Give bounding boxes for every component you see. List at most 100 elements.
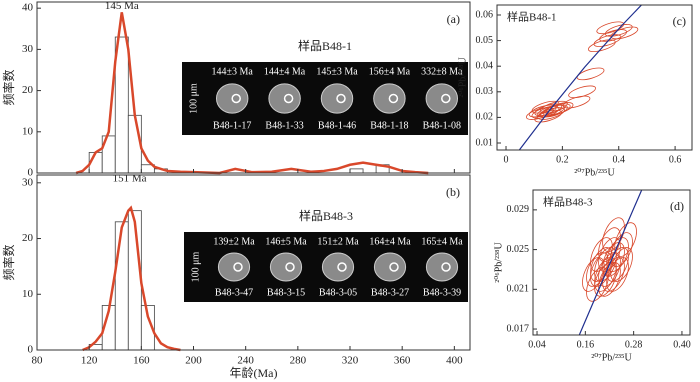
y-axis-label: ²⁰⁶Pb/²³⁸U [493,241,504,282]
grain-age: 144±4 Ma [264,66,306,77]
sample-title: 样品B48-1 [298,38,352,53]
y-tick-label: 0 [28,344,34,356]
analysis-spot [389,262,399,272]
x-tick-label: 0.28 [625,339,643,350]
error-ellipse [598,227,621,262]
grain-id: B48-3-05 [319,287,357,298]
panel-label: (a) [447,12,460,26]
error-ellipse [531,100,560,114]
x-tick-label: 0 [504,154,509,165]
sample-title: 样品B48-3 [543,195,593,209]
y-tick-label: 10 [22,288,34,300]
error-ellipse [586,267,609,302]
y-tick-label: 0.017 [507,323,530,334]
error-ellipse [562,95,591,109]
error-ellipse [610,247,633,282]
concordia-curve [578,190,643,335]
plot-area [518,5,643,150]
grain-id: B48-3-15 [267,287,305,298]
frame [36,174,471,351]
analysis-spot [285,262,295,272]
bar [114,221,129,351]
analysis-spot [441,262,451,272]
error-ellipse [587,39,616,52]
y-tick-label: 0.02 [476,112,494,123]
error-ellipse [590,237,613,272]
y-tick-label: 0.021 [507,284,530,295]
error-ellipse [596,21,625,35]
error-ellipse [602,242,625,277]
error-ellipse [576,67,605,81]
y-tick-label: 0.05 [476,35,494,46]
analysis-spot [388,93,399,104]
error-ellipse [604,24,633,37]
grain-age: 144±3 Ma [212,66,254,77]
y-axis-label: ²⁰⁶Pb/²³⁸U [457,56,468,97]
y-tick-label: 30 [22,176,34,188]
x-tick-label: 400 [446,355,463,367]
panel-label: (b) [446,185,460,199]
y-tick-label: 30 [22,43,34,55]
grain-id: B48-3-39 [423,287,461,298]
analysis-spot [231,93,241,104]
x-tick-label: 160 [133,355,150,367]
grain-age: 151±2 Ma [317,236,359,247]
y-tick-label: 0.06 [476,9,494,20]
plot-area [578,190,643,335]
panel-label: (c) [673,14,686,28]
y-tick-label: 0.029 [507,204,530,215]
frame [36,1,471,174]
analysis-spot [441,93,451,104]
y-axis-label: 频率数 [1,244,16,280]
grain-id: B48-1-33 [265,120,303,131]
x-axis-label: ²⁰⁷Pb/²³⁵U [574,167,615,178]
grain-age: 332±8 Ma [421,66,463,77]
scale-label: 100 μm [190,251,201,282]
x-tick-label: 240 [237,355,254,367]
y-tick-label: 40 [22,2,34,14]
error-ellipse [606,257,629,292]
frame [496,4,693,151]
sample-title: 样品B48-3 [299,208,353,223]
kde-curve [75,12,429,175]
grain-age: 165±4 Ma [421,236,463,247]
error-ellipse [593,34,622,47]
x-tick-label: 0.2 [556,154,569,165]
y-tick-label: 10 [22,125,34,137]
y-tick-label: 20 [22,232,34,244]
x-tick-label: 280 [290,355,307,367]
y-tick-label: 0.01 [476,137,494,148]
peak-label: 151 Ma [113,173,147,185]
y-tick-label: 0.04 [476,60,494,71]
x-tick-label: 0.4 [612,154,625,165]
grain-age: 145±3 Ma [316,66,358,77]
x-tick-label: 0.40 [673,339,691,350]
frame [532,189,691,336]
x-tick-label: 320 [342,355,359,367]
error-ellipse [599,29,627,42]
analysis-spot [233,262,243,272]
grain-id: B48-1-17 [213,120,251,131]
x-axis-label: ²⁰⁷Pb/²³⁵U [591,352,632,363]
grain-id: B48-1-08 [423,120,461,131]
grain-age: 156±4 Ma [369,66,411,77]
grain-id: B48-1-46 [318,120,356,131]
kde-curve [82,205,181,352]
error-ellipse [598,237,621,272]
error-ellipse [540,100,568,114]
x-tick-label: 0.04 [528,339,546,350]
sample-title: 样品B48-1 [507,10,557,24]
error-ellipse [610,232,633,267]
x-tick-label: 0.16 [577,339,595,350]
bar [349,168,364,174]
y-axis-label: 频率数 [1,69,16,105]
y-tick-label: 0 [28,167,34,179]
x-tick-label: 80 [32,355,44,367]
analysis-spot [337,262,347,272]
y-tick-label: 20 [22,84,34,96]
scale-label: 100 μm [188,83,199,114]
concordia-curve [518,5,643,150]
error-ellipse [568,85,596,99]
grain-id: B48-3-27 [371,287,409,298]
